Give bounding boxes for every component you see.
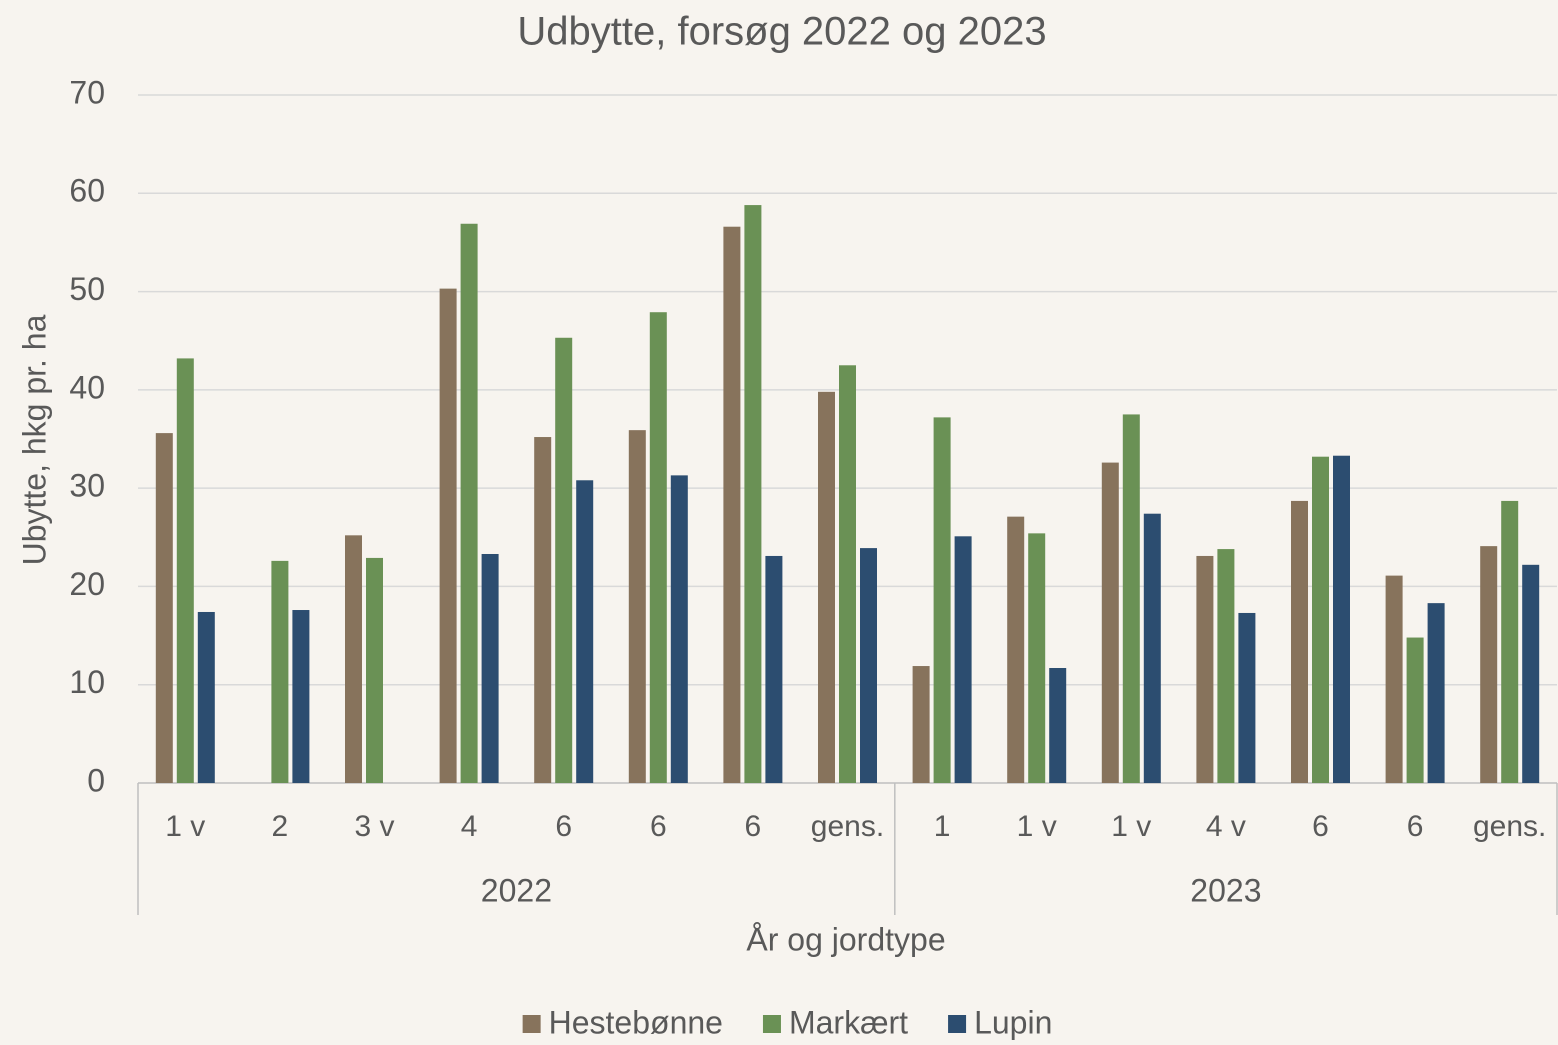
- bar: [292, 610, 310, 783]
- bar: [534, 437, 552, 783]
- x-tick-label: 1 v: [1017, 810, 1057, 843]
- bar: [1406, 637, 1424, 783]
- x-tick-label: 1 v: [165, 810, 205, 843]
- bar: [744, 205, 762, 783]
- x-tick-label: 6: [1407, 810, 1424, 843]
- y-tick-label: 0: [87, 762, 105, 798]
- legend-label: Hestebønne: [549, 1004, 723, 1040]
- bar: [555, 337, 573, 783]
- bar: [1291, 500, 1308, 783]
- bar: [1501, 500, 1519, 783]
- bar: [1333, 455, 1350, 783]
- y-tick-label: 10: [69, 664, 105, 700]
- x-tick-label: 6: [555, 810, 572, 843]
- bar: [460, 223, 478, 784]
- bar: [1427, 603, 1445, 783]
- x-tick-label: 6: [745, 810, 762, 843]
- bar: [649, 312, 667, 783]
- bar: [1049, 668, 1067, 783]
- bar: [1385, 575, 1403, 783]
- bar: [818, 391, 835, 783]
- bar: [1238, 612, 1256, 783]
- y-tick-label: 60: [69, 173, 105, 209]
- x-tick-label: 2: [272, 810, 289, 843]
- bar: [1007, 516, 1025, 783]
- x-tick-label: 6: [1312, 810, 1329, 843]
- bar: [197, 611, 215, 783]
- y-axis-label: Ubytte, hkg pr. ha: [16, 314, 52, 565]
- bar: [723, 226, 741, 783]
- y-tick-label: 30: [69, 468, 105, 504]
- bar: [176, 358, 194, 783]
- bar: [1122, 414, 1140, 783]
- x-tick-label: gens.: [1473, 810, 1546, 843]
- y-tick-label: 70: [69, 74, 105, 110]
- legend-label: Lupin: [974, 1004, 1052, 1040]
- bar: [765, 555, 783, 783]
- bar: [366, 557, 383, 783]
- y-tick-label: 40: [69, 369, 105, 405]
- bar: [933, 417, 951, 783]
- x-tick-label: 4: [461, 810, 478, 843]
- bar: [576, 480, 594, 783]
- x-axis-label: År og jordtype: [746, 921, 945, 957]
- bar: [1101, 462, 1119, 783]
- bar: [912, 666, 930, 783]
- bar: [839, 365, 856, 783]
- legend-swatch: [948, 1015, 967, 1033]
- bar: [439, 288, 457, 783]
- y-tick-label: 50: [69, 271, 105, 307]
- bar: [1196, 555, 1214, 783]
- bar: [954, 536, 972, 783]
- x-group-label: 2022: [481, 872, 552, 908]
- x-tick-label: 6: [650, 810, 667, 843]
- bar: [1028, 533, 1046, 783]
- x-group-label: 2023: [1190, 872, 1261, 908]
- bar: [271, 560, 289, 783]
- legend-swatch: [522, 1015, 541, 1033]
- x-tick-label: 1 v: [1111, 810, 1151, 843]
- bar: [1522, 564, 1540, 783]
- bar: [155, 433, 173, 783]
- chart-title: Udbytte, forsøg 2022 og 2023: [517, 10, 1046, 54]
- legend-label: Markært: [789, 1004, 908, 1040]
- bar: [860, 548, 877, 783]
- legend-swatch: [762, 1015, 781, 1033]
- bar: [345, 535, 362, 783]
- bar: [481, 553, 499, 783]
- bar: [670, 475, 688, 783]
- y-tick-label: 20: [69, 566, 105, 602]
- x-tick-label: 3 v: [354, 810, 394, 843]
- x-tick-label: 4 v: [1206, 810, 1246, 843]
- bar: [1480, 546, 1498, 783]
- bar: [1312, 456, 1329, 783]
- x-tick-label: gens.: [811, 810, 884, 843]
- bar: [1143, 513, 1161, 783]
- x-tick-label: 1: [934, 810, 951, 843]
- bar: [628, 430, 646, 783]
- bar: [1217, 549, 1235, 783]
